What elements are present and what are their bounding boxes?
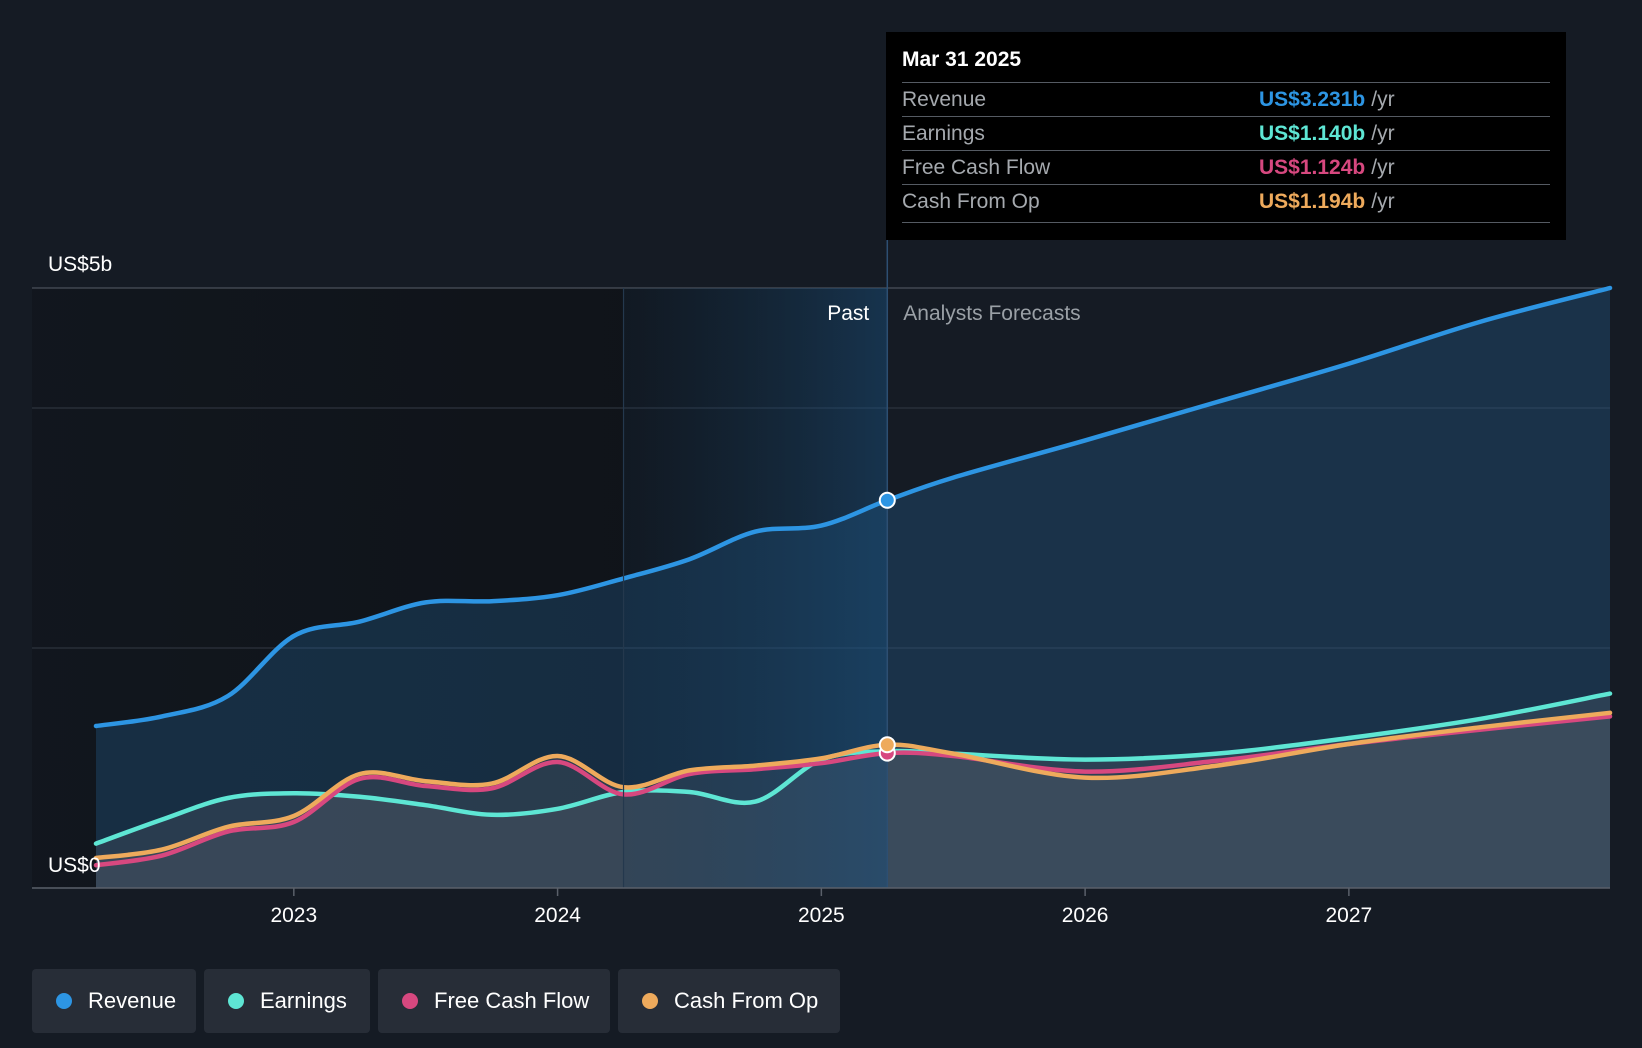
past-label: Past <box>827 302 869 325</box>
y-axis-label-bottom: US$0 <box>48 854 101 877</box>
series-lines <box>93 285 1613 868</box>
legend-dot-icon <box>402 993 418 1009</box>
y-axis-label-top: US$5b <box>48 253 112 276</box>
legend-dot-icon <box>56 993 72 1009</box>
cash-from-op-line <box>93 710 1613 861</box>
tooltip-divider <box>902 222 1550 223</box>
earnings-line <box>93 691 1613 846</box>
tooltip-unit: /yr <box>1371 190 1395 213</box>
legend-label: Free Cash Flow <box>434 988 590 1013</box>
x-tick-label: 2025 <box>798 904 845 927</box>
revenue-line <box>93 285 1613 729</box>
legend-dot-icon <box>642 993 658 1009</box>
tooltip-value: US$3.231b <box>1259 88 1366 111</box>
legend-label: Cash From Op <box>674 988 819 1013</box>
free-cash-flow-line <box>93 714 1613 868</box>
tooltip-row-free-cash-flow: Free Cash Flow US$1.124b /yr <box>902 150 1550 185</box>
x-tick-label: 2027 <box>1326 904 1373 927</box>
tooltip-date: Mar 31 2025 <box>902 48 1022 71</box>
legend-label: Earnings <box>260 988 347 1013</box>
tooltip-label: Earnings <box>902 122 985 145</box>
tooltip-value: US$1.194b <box>1259 190 1366 213</box>
legend-item-revenue[interactable]: Revenue <box>32 969 196 1033</box>
tooltip-label: Revenue <box>902 88 987 111</box>
highlight-region <box>623 288 888 888</box>
legend-item-free-cash-flow[interactable]: Free Cash Flow <box>378 969 610 1033</box>
tooltip-label: Free Cash Flow <box>902 156 1051 179</box>
revenue-marker[interactable] <box>878 491 896 509</box>
series-markers[interactable] <box>878 491 896 762</box>
x-tick-label: 2024 <box>534 904 581 927</box>
legend-label: Revenue <box>88 988 177 1013</box>
legend-dot-icon <box>228 993 244 1009</box>
tooltip-row-earnings: Earnings US$1.140b /yr <box>902 116 1550 151</box>
x-tick-label: 2026 <box>1062 904 1109 927</box>
tooltip: Mar 31 2025 Revenue US$3.231b /yr Earnin… <box>886 32 1566 240</box>
legend-item-earnings[interactable]: Earnings <box>204 969 370 1033</box>
legend-item-cash-from-op[interactable]: Cash From Op <box>618 969 840 1033</box>
tooltip-row-cash-from-op: Cash From Op US$1.194b /yr <box>902 184 1550 219</box>
tooltip-unit: /yr <box>1371 122 1395 145</box>
tooltip-unit: /yr <box>1371 88 1395 111</box>
x-tick-label: 2023 <box>270 904 317 927</box>
tooltip-value: US$1.124b <box>1259 156 1366 179</box>
tooltip-label: Cash From Op <box>902 190 1040 213</box>
x-tick-labels: 2023 2024 2025 2026 2027 <box>270 888 1372 927</box>
cash-from-op-marker[interactable] <box>878 736 896 754</box>
tooltip-unit: /yr <box>1371 156 1395 179</box>
tooltip-row-revenue: Revenue US$3.231b /yr <box>902 82 1550 117</box>
forecast-label: Analysts Forecasts <box>903 302 1080 325</box>
tooltip-value: US$1.140b <box>1259 122 1366 145</box>
